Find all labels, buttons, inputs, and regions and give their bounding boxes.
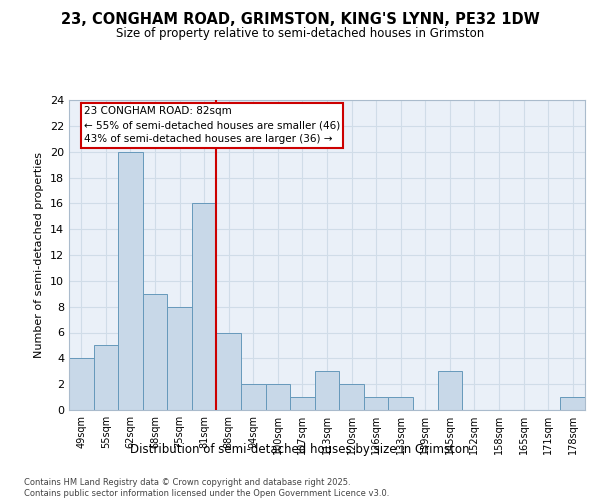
Bar: [339, 384, 364, 410]
Text: Size of property relative to semi-detached houses in Grimston: Size of property relative to semi-detach…: [116, 28, 484, 40]
Bar: [143, 294, 167, 410]
Bar: [560, 397, 585, 410]
Y-axis label: Number of semi-detached properties: Number of semi-detached properties: [34, 152, 44, 358]
Text: 23, CONGHAM ROAD, GRIMSTON, KING'S LYNN, PE32 1DW: 23, CONGHAM ROAD, GRIMSTON, KING'S LYNN,…: [61, 12, 539, 28]
Bar: [364, 397, 388, 410]
Text: 23 CONGHAM ROAD: 82sqm
← 55% of semi-detached houses are smaller (46)
43% of sem: 23 CONGHAM ROAD: 82sqm ← 55% of semi-det…: [84, 106, 340, 144]
Bar: [290, 397, 315, 410]
Bar: [315, 371, 339, 410]
Bar: [241, 384, 266, 410]
Bar: [118, 152, 143, 410]
Text: Distribution of semi-detached houses by size in Grimston: Distribution of semi-detached houses by …: [130, 442, 470, 456]
Bar: [69, 358, 94, 410]
Bar: [437, 371, 462, 410]
Bar: [192, 204, 217, 410]
Bar: [167, 306, 192, 410]
Bar: [94, 346, 118, 410]
Bar: [266, 384, 290, 410]
Bar: [217, 332, 241, 410]
Text: Contains HM Land Registry data © Crown copyright and database right 2025.
Contai: Contains HM Land Registry data © Crown c…: [24, 478, 389, 498]
Bar: [388, 397, 413, 410]
